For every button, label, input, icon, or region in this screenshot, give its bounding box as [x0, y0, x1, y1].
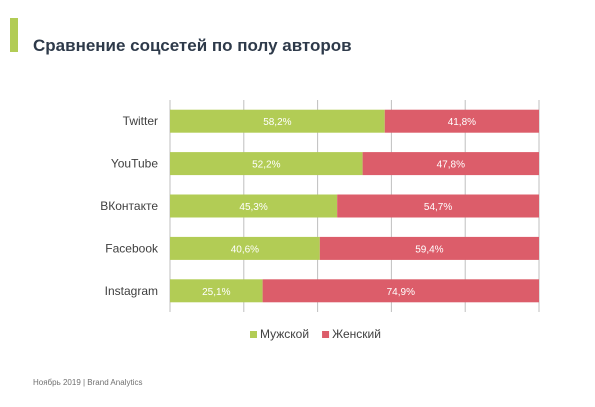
data-label: 54,7% — [424, 202, 452, 213]
data-label: 74,9% — [387, 287, 415, 298]
legend-swatch — [322, 331, 330, 338]
bar-segment — [170, 194, 338, 218]
footer-source: Ноябрь 2019 | Brand Analytics — [33, 378, 143, 387]
legend-label: Женский — [332, 327, 381, 341]
legend-swatch — [250, 331, 257, 338]
bar-segment — [170, 152, 363, 176]
bar-segment — [319, 236, 539, 260]
data-label: 40,6% — [231, 244, 259, 255]
bar-segment — [170, 109, 385, 133]
data-label: 25,1% — [202, 287, 230, 298]
bar-segment — [337, 194, 539, 218]
bar-segment — [170, 236, 320, 260]
legend-label: Мужской — [260, 327, 309, 341]
category-label: Instagram — [105, 284, 158, 298]
category-label: YouTube — [111, 157, 158, 171]
data-label: 52,2% — [252, 160, 280, 171]
bar-segment — [262, 279, 539, 303]
data-label: 58,2% — [263, 117, 291, 128]
title-accent-bar — [10, 18, 18, 52]
data-label: 41,8% — [448, 117, 476, 128]
data-label: 59,4% — [415, 244, 443, 255]
bar-segment — [170, 279, 263, 303]
category-label: Facebook — [105, 241, 159, 255]
data-label: 45,3% — [239, 202, 267, 213]
data-label: 47,8% — [437, 160, 465, 171]
page-title: Сравнение соцсетей по полу авторов — [33, 36, 352, 55]
category-label: Twitter — [123, 114, 158, 128]
bar-segment — [384, 109, 539, 133]
category-label: ВКонтакте — [100, 199, 158, 213]
bar-segment — [362, 152, 539, 176]
